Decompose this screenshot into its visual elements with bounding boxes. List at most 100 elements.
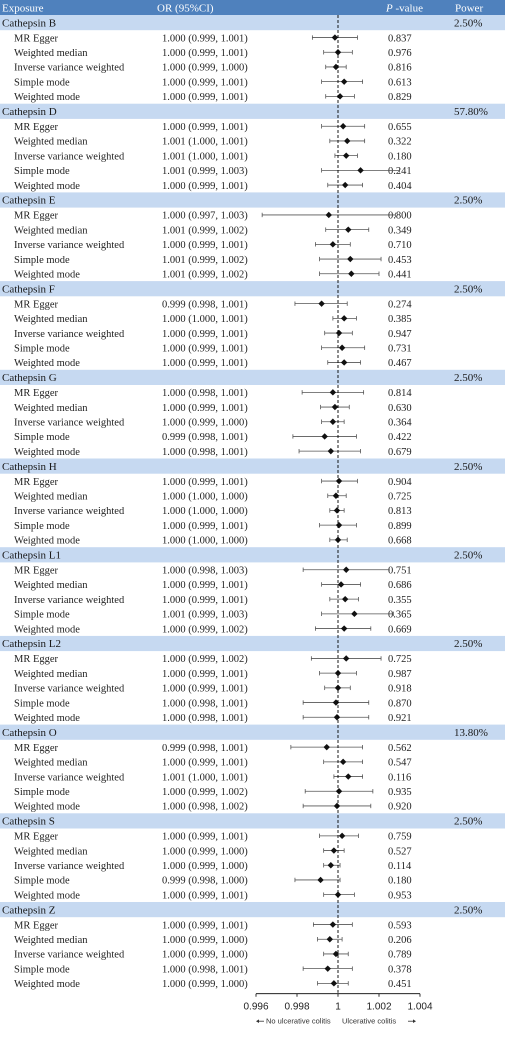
- table-row: Weighted median 1.000 (0.999, 1.001) 0.987: [14, 669, 412, 680]
- group-cathepsin-s: Cathepsin S 2.50% MR Egger 1.000 (0.999, 1.…: [0, 813, 505, 901]
- or-ci-text: 1.001 (0.999, 1.003): [162, 610, 248, 621]
- table-row: Inverse variance weighted 1.000 (0.999, 1…: [14, 950, 412, 961]
- or-ci-text: 1.000 (0.999, 1.001): [162, 758, 248, 769]
- p-value: 0.116: [388, 772, 411, 783]
- method-label: MR Egger: [14, 832, 59, 843]
- method-label: Inverse variance weighted: [14, 506, 125, 517]
- method-label: MR Egger: [14, 477, 59, 488]
- header-p-suffix: -value: [393, 3, 423, 15]
- method-label: MR Egger: [14, 33, 59, 44]
- group-cathepsin-h: Cathepsin H 2.50% MR Egger 1.000 (0.999, 1.…: [0, 458, 505, 547]
- method-label: Simple mode: [14, 343, 70, 354]
- table-row: MR Egger 1.000 (0.999, 1.001) 0.655: [14, 122, 412, 133]
- p-value: 0.180: [388, 151, 412, 162]
- p-value: 0.206: [388, 935, 412, 946]
- point-estimate: [327, 447, 335, 455]
- table-row: Weighted mode 1.000 (0.999, 1.000) 0.451: [14, 979, 412, 990]
- p-value: 0.679: [388, 447, 412, 458]
- method-label: Weighted median: [14, 403, 88, 414]
- p-value: 0.947: [388, 329, 412, 340]
- point-estimate: [347, 255, 354, 263]
- point-estimate: [341, 181, 349, 189]
- method-label: Inverse variance weighted: [14, 772, 125, 783]
- p-value: 0.669: [388, 624, 412, 635]
- p-value: 0.467: [388, 358, 412, 369]
- table-row: MR Egger 1.000 (0.999, 1.001) 0.904: [14, 477, 412, 488]
- point-estimate: [334, 536, 342, 544]
- or-ci-text: 1.000 (0.999, 1.001): [162, 122, 248, 133]
- method-label: MR Egger: [14, 743, 59, 754]
- table-row: Simple mode 1.000 (0.999, 1.002) 0.935: [14, 787, 412, 798]
- table-row: Weighted median 1.000 (0.999, 1.001) 0.686: [14, 580, 412, 591]
- legend-left-label: No ulcerative colitis: [266, 1017, 331, 1026]
- point-estimate: [330, 980, 338, 987]
- point-estimate: [339, 758, 347, 766]
- point-estimate: [323, 743, 330, 751]
- table-row: Weighted median 1.000 (1.000, 1.000) 0.725: [14, 491, 412, 502]
- point-estimate: [340, 359, 348, 366]
- p-value: 0.355: [388, 595, 412, 606]
- or-ci-text: 1.000 (0.999, 1.001): [162, 832, 248, 843]
- p-value: 0.422: [388, 432, 412, 443]
- p-value: 0.378: [388, 964, 412, 975]
- point-estimate: [339, 123, 347, 130]
- p-value: 0.451: [388, 979, 412, 990]
- group-name: Cathepsin S: [2, 816, 55, 828]
- point-estimate: [344, 137, 351, 145]
- point-estimate: [330, 847, 338, 854]
- p-value: 0.710: [388, 240, 412, 251]
- group-header-bar: [0, 281, 505, 297]
- method-label: Weighted mode: [14, 713, 80, 724]
- or-ci-text: 1.000 (0.999, 1.001): [162, 358, 248, 369]
- p-value: 0.813: [388, 506, 412, 517]
- method-label: Weighted median: [14, 491, 88, 502]
- table-row: MR Egger 1.000 (0.999, 1.001) 0.837: [14, 33, 412, 44]
- table-row: MR Egger 1.000 (0.997, 1.003) 0.800: [14, 211, 412, 222]
- or-ci-text: 1.001 (1.000, 1.001): [162, 772, 248, 783]
- table-row: Inverse variance weighted 1.000 (0.999, 1…: [14, 63, 412, 74]
- table-row: Inverse variance weighted 1.000 (0.999, 1…: [14, 329, 412, 340]
- p-value: 0.668: [388, 536, 412, 547]
- table-row: Simple mode 1.001 (0.999, 1.003) 0.365: [14, 610, 412, 621]
- table-row: MR Egger 0.999 (0.998, 1.001) 0.274: [14, 299, 412, 310]
- table-row: Weighted median 1.000 (0.999, 1.000) 0.527: [14, 846, 412, 857]
- group-power: 2.50%: [454, 638, 482, 650]
- or-ci-text: 1.000 (0.999, 1.001): [162, 580, 248, 591]
- or-ci-text: 1.000 (0.998, 1.002): [162, 802, 248, 813]
- method-label: Inverse variance weighted: [14, 63, 125, 74]
- or-ci-text: 1.000 (1.000, 1.001): [162, 314, 248, 325]
- method-label: Simple mode: [14, 787, 70, 798]
- legend-arrowhead-right: [413, 1019, 416, 1023]
- point-estimate: [329, 241, 337, 248]
- group-header-bar: [0, 458, 505, 474]
- method-label: Weighted mode: [14, 979, 80, 990]
- table-row: MR Egger 1.000 (0.998, 1.001) 0.814: [14, 388, 412, 399]
- group-name: Cathepsin H: [2, 461, 57, 473]
- group-power: 2.50%: [454, 17, 482, 29]
- group-header-bar: [0, 902, 505, 918]
- p-value: 0.274: [388, 299, 412, 310]
- table-row: MR Egger 1.000 (0.998, 1.003) 0.751: [14, 565, 412, 576]
- x-axis: 0.996 0.998 1 1.002 1.004 No ulcerative colit…: [243, 15, 433, 1026]
- point-estimate: [348, 270, 355, 277]
- or-ci-text: 1.000 (1.000, 1.000): [162, 506, 248, 517]
- method-label: Weighted mode: [14, 890, 80, 901]
- table-row: Simple mode 1.000 (0.999, 1.001) 0.613: [14, 77, 412, 88]
- table-row: Weighted median 1.000 (0.999, 1.001) 0.547: [14, 758, 412, 769]
- method-label: Simple mode: [14, 876, 70, 887]
- point-estimate: [335, 788, 343, 795]
- or-ci-text: 1.000 (0.998, 1.003): [162, 565, 248, 576]
- legend-arrowhead-left: [256, 1019, 259, 1023]
- method-label: Weighted median: [14, 225, 88, 236]
- p-value: 0.920: [388, 802, 412, 813]
- table-row: Weighted mode 1.000 (0.998, 1.001) 0.921: [14, 713, 412, 724]
- group-name: Cathepsin G: [2, 372, 57, 384]
- or-ci-text: 1.000 (0.999, 1.000): [162, 861, 248, 872]
- group-header-bar: [0, 813, 505, 829]
- method-label: Simple mode: [14, 255, 70, 266]
- table-row: Simple mode 0.999 (0.998, 1.000) 0.180: [14, 876, 412, 887]
- point-estimate: [329, 921, 337, 928]
- table-row: MR Egger 1.000 (0.999, 1.001) 0.759: [14, 832, 412, 843]
- or-ci-text: 1.000 (0.999, 1.001): [162, 92, 248, 103]
